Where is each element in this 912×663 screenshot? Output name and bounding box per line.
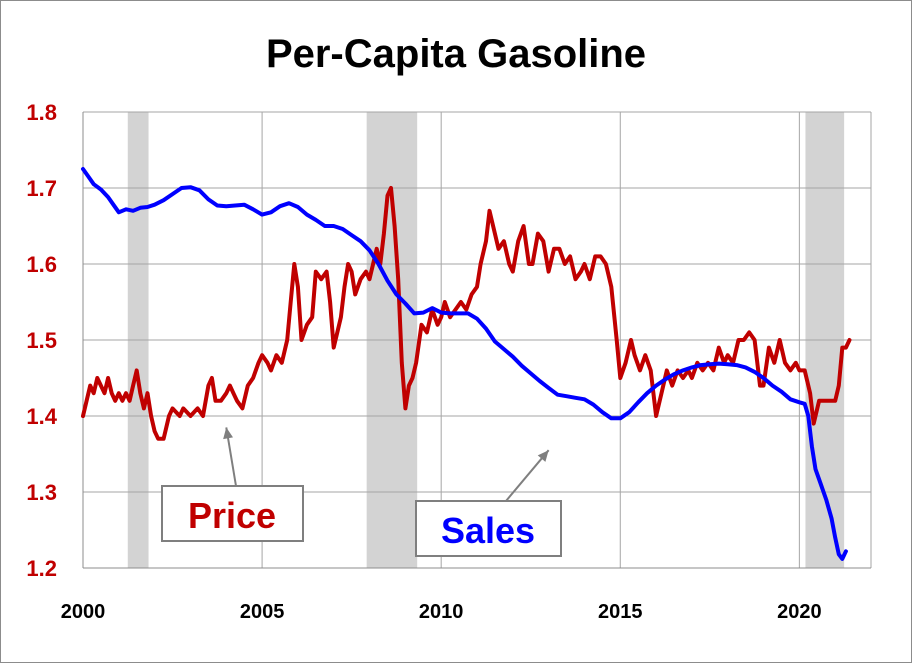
x-axis-ticks: 2000 2005 2010 2015 2020	[61, 601, 822, 623]
y-tick-label: 1.6	[26, 252, 57, 277]
x-tick-label: 2010	[419, 601, 464, 623]
callout-arrowhead	[223, 427, 234, 440]
price-callout: Price	[161, 427, 304, 542]
y-tick-label: 1.8	[26, 100, 57, 125]
y-tick-label: 1.5	[26, 328, 57, 353]
x-tick-label: 2005	[240, 601, 285, 623]
y-tick-label: 1.2	[26, 556, 57, 581]
x-tick-label: 2015	[598, 601, 643, 623]
x-tick-label: 2020	[777, 601, 822, 623]
sales-series-line	[81, 167, 848, 561]
chart-title: Per-Capita Gasoline	[266, 32, 646, 76]
series-lines	[81, 167, 852, 561]
y-tick-label: 1.3	[26, 480, 57, 505]
sales-callout: Sales	[415, 449, 562, 557]
callout-arrowhead	[537, 450, 549, 462]
sales-label: Sales	[441, 510, 535, 551]
callout-arrow-line	[505, 449, 550, 502]
y-tick-label: 1.7	[26, 176, 57, 201]
y-tick-label: 1.4	[26, 404, 57, 429]
callout-box	[415, 500, 562, 557]
annotations: Price Sales	[161, 427, 562, 557]
price-series-line	[81, 186, 852, 441]
x-tick-label: 2000	[61, 601, 106, 623]
y-axis-ticks: 1.2 1.3 1.4 1.5 1.6 1.7 1.8	[26, 100, 57, 581]
price-label: Price	[188, 495, 276, 536]
callout-box	[161, 485, 304, 542]
